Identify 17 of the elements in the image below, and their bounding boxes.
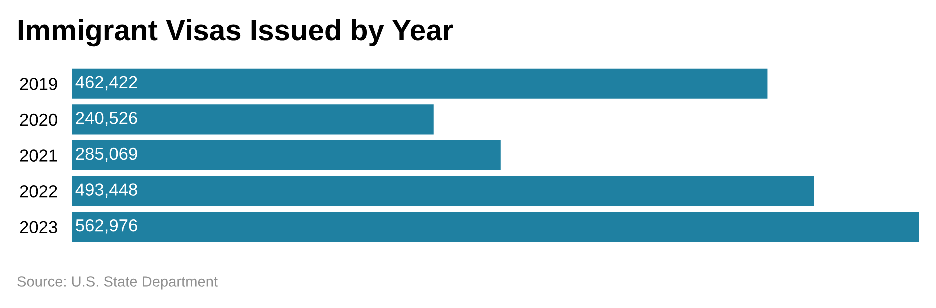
source-note: Source: U.S. State Department bbox=[18, 276, 218, 290]
y-tick-label: 2021 bbox=[20, 150, 58, 162]
y-tick-label: 2023 bbox=[20, 221, 58, 234]
y-tick-label: 2022 bbox=[20, 185, 58, 198]
bar bbox=[72, 140, 501, 171]
bar bbox=[72, 104, 434, 135]
data-label: 240,526 bbox=[76, 112, 138, 126]
data-label: 562,976 bbox=[76, 219, 138, 234]
y-tick-label: 2020 bbox=[20, 114, 58, 126]
bar bbox=[72, 68, 768, 99]
data-label: 493,448 bbox=[76, 184, 138, 198]
data-label: 462,422 bbox=[76, 76, 138, 91]
chart-title: Immigrant Visas Issued by Year bbox=[18, 19, 454, 47]
y-tick-label: 2019 bbox=[20, 78, 58, 90]
bar bbox=[72, 176, 814, 206]
data-label: 285,069 bbox=[76, 148, 138, 162]
bar bbox=[72, 212, 919, 242]
